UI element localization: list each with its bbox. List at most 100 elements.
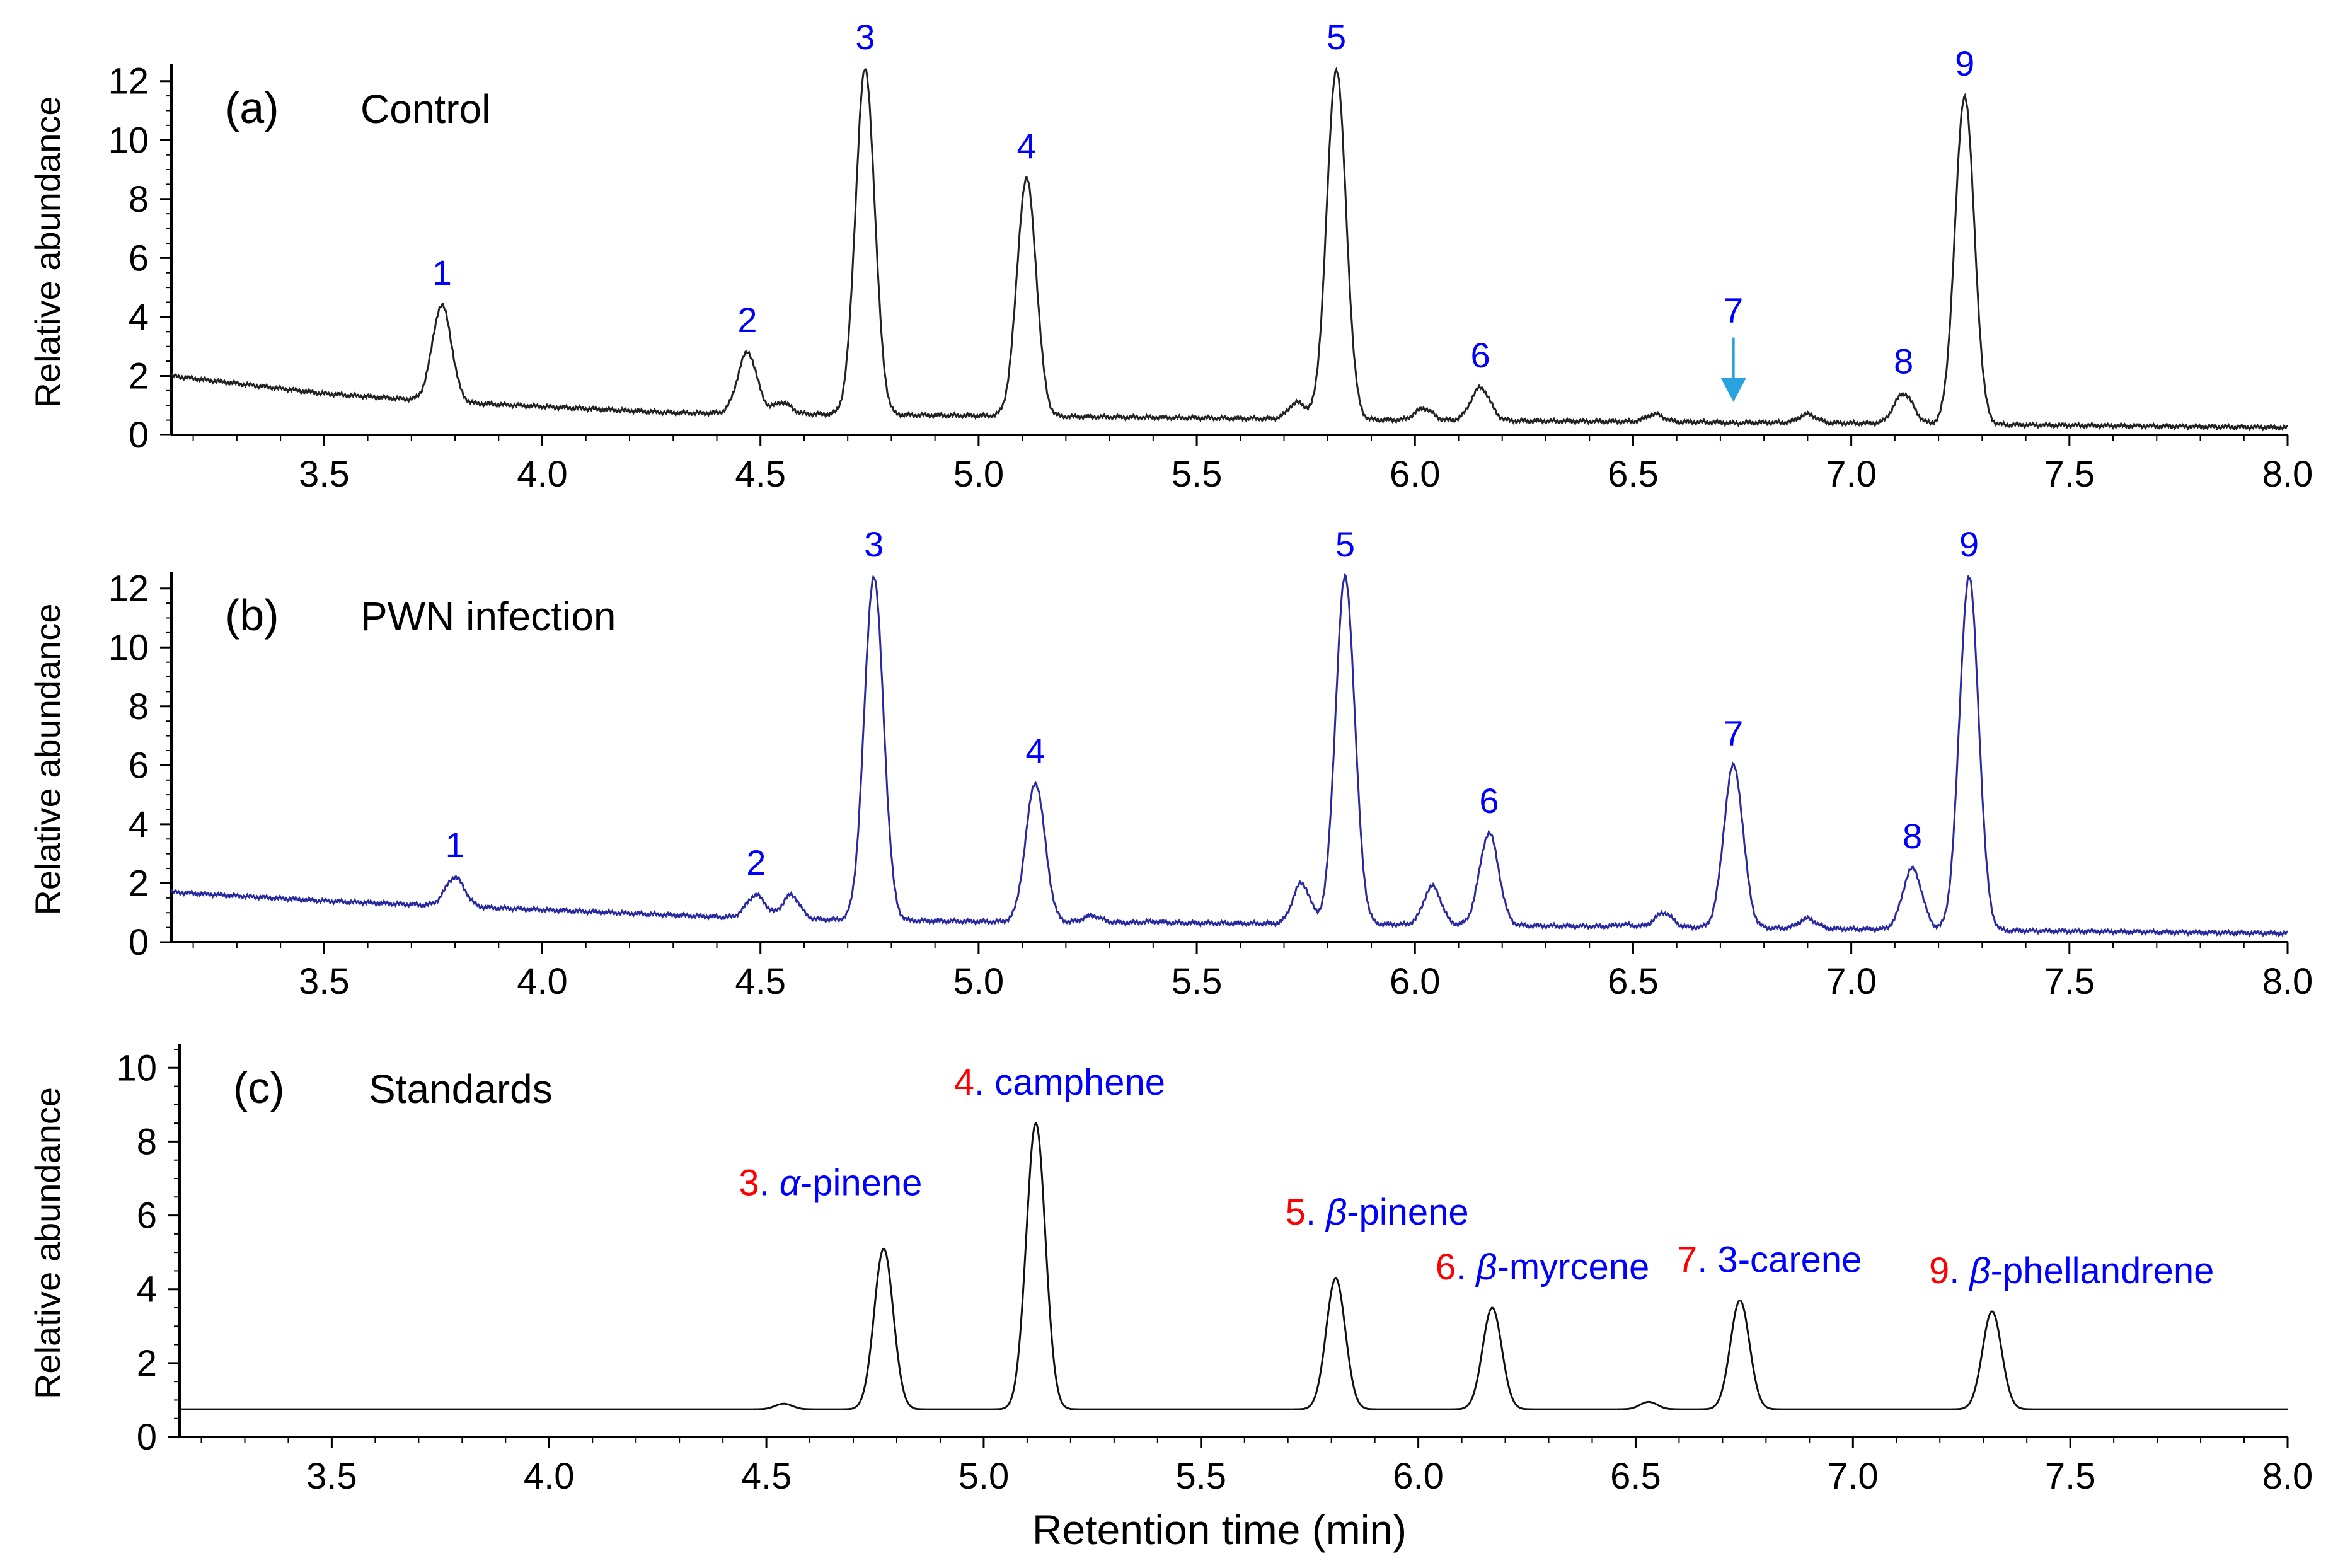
panel-subtitle: PWN infection <box>360 594 616 639</box>
y-tick-label: 0 <box>137 1417 157 1458</box>
standard-peak-compound: -pinene <box>1347 1192 1468 1233</box>
peak-label: 6 <box>1479 781 1499 821</box>
x-tick-label: 4.5 <box>741 1456 792 1497</box>
x-tick-label: 7.5 <box>2044 961 2095 1002</box>
standard-peak-label: 5. β-pinene <box>1286 1192 1469 1233</box>
x-tick-label: 6.0 <box>1390 454 1441 495</box>
standard-peak-label: 4. camphene <box>954 1062 1165 1103</box>
y-tick-label: 10 <box>108 627 149 668</box>
x-tick-label: 7.0 <box>1828 1456 1879 1497</box>
chromatogram-line <box>170 572 2288 938</box>
peak-label: 1 <box>445 825 464 865</box>
x-tick-label: 7.0 <box>1826 961 1877 1002</box>
panel-title: (a) <box>225 83 279 132</box>
standard-peak-number: 5 <box>1286 1192 1306 1233</box>
peak-label: 5 <box>1335 524 1355 564</box>
peak-label: 9 <box>1959 524 1979 564</box>
x-tick-label: 7.5 <box>2045 1456 2096 1497</box>
x-tick-label: 7.0 <box>1826 454 1877 495</box>
x-tick-label: 4.0 <box>517 961 568 1002</box>
x-tick-label: 4.0 <box>524 1456 575 1497</box>
standard-peak-number: 6 <box>1436 1247 1456 1288</box>
y-tick-label: 6 <box>129 238 149 279</box>
standard-peak-compound: -phellandrene <box>1991 1250 2214 1291</box>
x-tick-label: 4.5 <box>735 961 786 1002</box>
peak-label: 3 <box>855 17 875 57</box>
standard-peak-label: 7. 3-carene <box>1677 1239 1862 1280</box>
x-tick-label: 5.5 <box>1172 961 1223 1002</box>
peak-label: 1 <box>432 253 452 292</box>
x-tick-label: 3.5 <box>299 454 350 495</box>
x-tick-label: 5.0 <box>953 961 1005 1002</box>
peak-label: 4 <box>1025 730 1045 770</box>
standard-peak-prefix: α <box>780 1162 802 1203</box>
x-tick-label: 6.5 <box>1608 961 1659 1002</box>
y-tick-label: 2 <box>129 863 149 904</box>
x-tick-label: 6.0 <box>1390 961 1441 1002</box>
chromatogram-line <box>180 1121 2288 1410</box>
y-tick-label: 12 <box>108 568 149 609</box>
y-tick-label: 8 <box>129 686 149 727</box>
chromatogram-line <box>170 67 2288 432</box>
standard-peak-label: 6. β-myrcene <box>1436 1247 1649 1288</box>
x-tick-label: 5.5 <box>1175 1456 1226 1497</box>
x-tick-label: 5.0 <box>953 454 1005 495</box>
standard-peak-number: 4 <box>954 1062 974 1103</box>
y-tick-label: 2 <box>137 1343 157 1384</box>
x-tick-label: 3.5 <box>299 961 350 1002</box>
standard-peak-prefix: β <box>1475 1247 1497 1288</box>
x-tick-label: 5.5 <box>1172 454 1223 495</box>
panel-b: 0 2 4 6 8 10 12 3.5 4.0 4.5 5.0 5.5 6.0 6.5 7.0 7.5 8.0 R… <box>28 524 2313 1002</box>
standard-peak-label: 9. β-phellandrene <box>1929 1250 2214 1291</box>
x-tick-label: 5.0 <box>959 1456 1010 1497</box>
x-tick-label: 8.0 <box>2262 1456 2313 1497</box>
x-tick-label: 3.5 <box>306 1456 357 1497</box>
x-tick-label: 6.0 <box>1393 1456 1444 1497</box>
panel-title: (b) <box>225 591 279 640</box>
y-axis-title: Relative abundance <box>28 1087 67 1399</box>
peak-label: 9 <box>1955 43 1974 83</box>
standard-peak-name: . <box>1697 1239 1717 1280</box>
x-tick-label: 8.0 <box>2262 961 2313 1002</box>
y-tick-label: 10 <box>116 1047 157 1088</box>
panel-subtitle: Control <box>360 86 490 132</box>
peak-label: 8 <box>1894 342 1913 381</box>
standard-peak-name: . <box>1306 1192 1326 1233</box>
peak-label: 8 <box>1903 816 1922 856</box>
x-tick-label: 4.5 <box>735 454 786 495</box>
standard-peak-name: . <box>974 1062 994 1103</box>
peak-label: 7 <box>1724 291 1743 330</box>
x-tick-label: 8.0 <box>2262 454 2313 495</box>
y-tick-label: 12 <box>108 61 149 102</box>
y-tick-label: 0 <box>129 922 149 963</box>
arrow-head <box>1720 378 1746 402</box>
standard-peak-number: 7 <box>1677 1239 1697 1280</box>
standard-peak-compound: -pinene <box>800 1162 922 1203</box>
standard-peak-name: . <box>759 1162 780 1203</box>
x-axis-title: Retention time (min) <box>1032 1506 1407 1553</box>
y-tick-label: 8 <box>129 179 149 220</box>
standard-peak-compound: -myrcene <box>1497 1247 1650 1288</box>
standard-peak-prefix: β <box>1325 1192 1347 1233</box>
standard-peak-compound: 3-carene <box>1717 1239 1862 1280</box>
peak-label: 2 <box>737 300 757 340</box>
peak-label: 4 <box>1016 126 1036 166</box>
x-tick-label: 6.5 <box>1608 454 1659 495</box>
panel-subtitle: Standards <box>369 1066 553 1112</box>
y-tick-label: 4 <box>137 1269 157 1310</box>
y-axis-title: Relative abundance <box>28 603 67 915</box>
y-tick-label: 6 <box>129 745 149 786</box>
standard-peak-prefix: β <box>1969 1250 1991 1291</box>
y-tick-label: 4 <box>129 804 149 845</box>
y-tick-label: 6 <box>137 1196 157 1237</box>
y-tick-label: 10 <box>108 120 149 161</box>
panel-title: (c) <box>233 1063 285 1112</box>
standard-peak-name: . <box>1949 1250 1969 1291</box>
peak-label: 3 <box>864 524 884 564</box>
standard-peak-number: 9 <box>1929 1250 1949 1291</box>
standard-peak-label: 3. α-pinene <box>739 1162 922 1203</box>
peak-label: 5 <box>1327 17 1346 57</box>
